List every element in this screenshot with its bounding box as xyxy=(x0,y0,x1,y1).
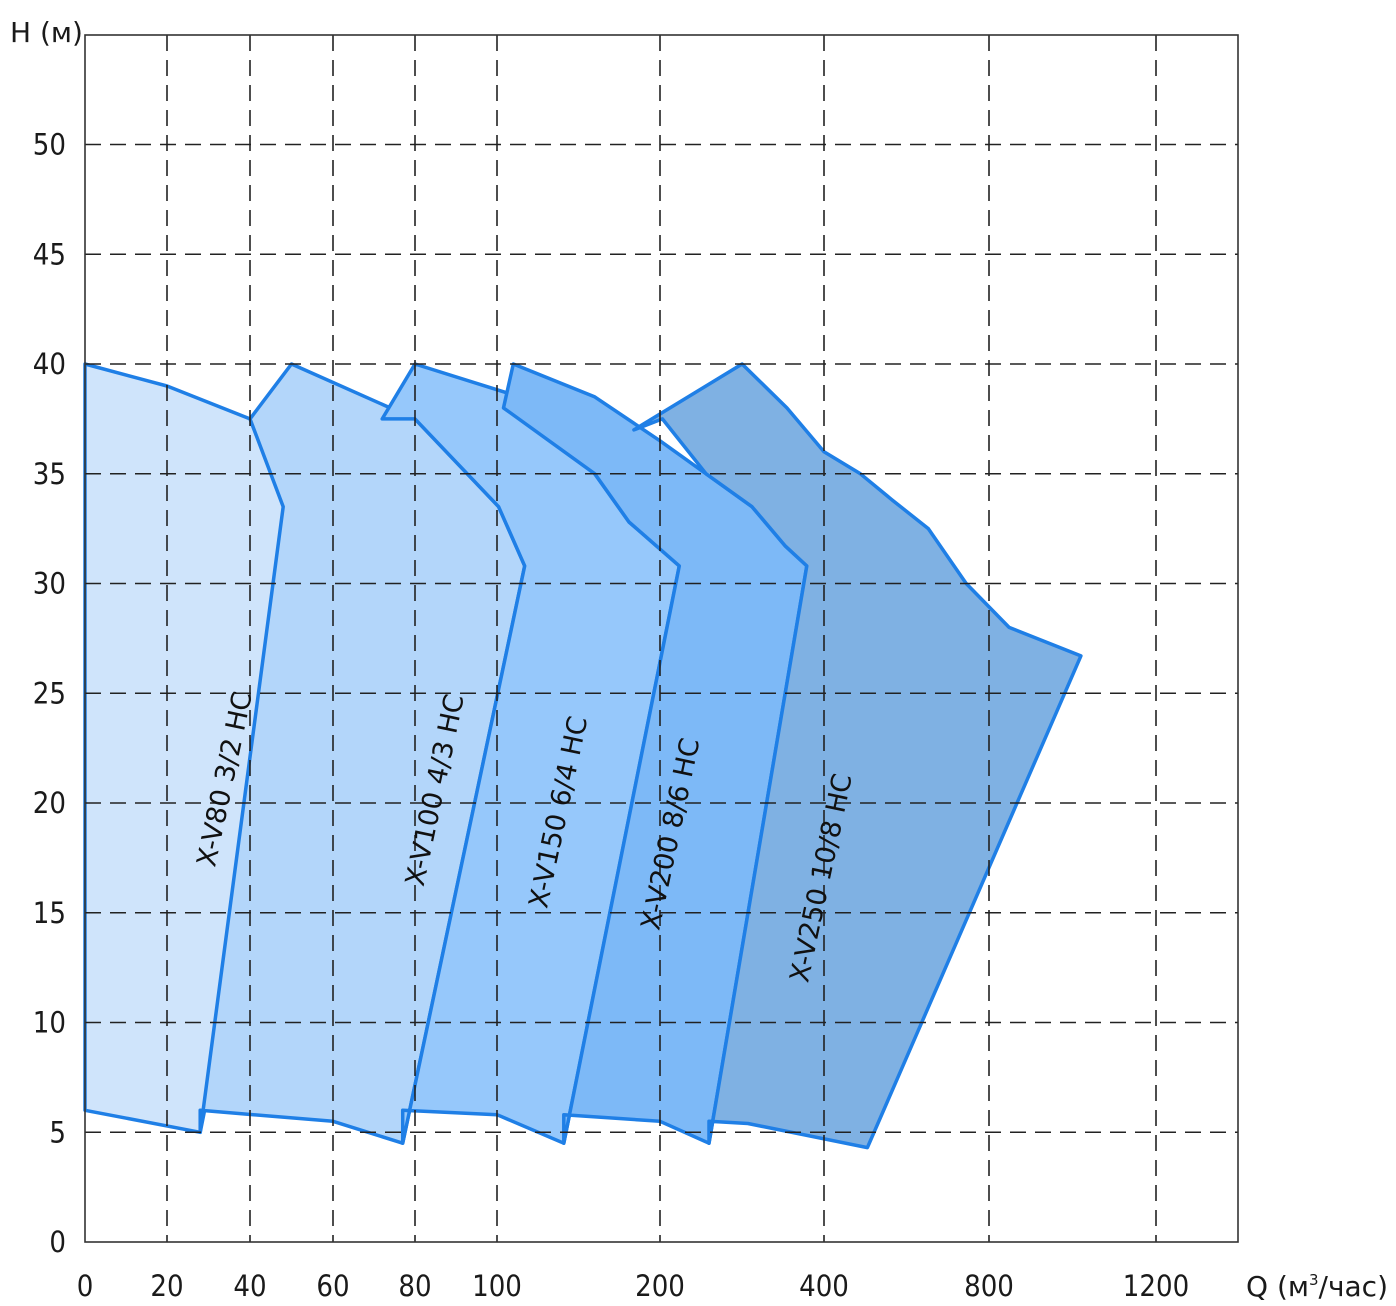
plot-frame xyxy=(84,34,1239,1243)
y-tick-label: 25 xyxy=(33,676,66,710)
pump-regions xyxy=(83,362,1083,1150)
y-axis-label: H (м) xyxy=(10,16,83,49)
x-tick-label: 0 xyxy=(77,1269,94,1303)
x-tick-label: 800 xyxy=(964,1269,1014,1303)
x-axis-label-main: Q (м xyxy=(1246,1270,1309,1303)
x-tick-label: 100 xyxy=(472,1269,522,1303)
x-axis-label: Q (м3/час) xyxy=(1246,1270,1388,1303)
x-axis-label-tail: /час) xyxy=(1319,1270,1388,1303)
x-tick-label: 400 xyxy=(799,1269,849,1303)
x-tick-label: 80 xyxy=(398,1269,431,1303)
x-tick-label: 1200 xyxy=(1123,1269,1189,1303)
y-tick-label: 35 xyxy=(33,457,66,491)
y-tick-label: 45 xyxy=(33,237,66,271)
x-tick-label: 20 xyxy=(150,1269,183,1303)
region-5 xyxy=(632,362,1083,1150)
x-axis-label-sup: 3 xyxy=(1309,1271,1319,1289)
y-tick-label: 10 xyxy=(33,1006,66,1040)
y-tick-label: 5 xyxy=(49,1115,66,1149)
y-tick-label: 40 xyxy=(33,347,66,381)
y-tick-label: 15 xyxy=(33,896,66,930)
x-tick-label: 40 xyxy=(233,1269,266,1303)
y-tick-label: 0 xyxy=(49,1225,66,1259)
grid xyxy=(85,35,1238,1242)
x-tick-label: 200 xyxy=(635,1269,685,1303)
y-tick-label: 30 xyxy=(33,567,66,601)
y-tick-label: 20 xyxy=(33,786,66,820)
x-tick-label: 60 xyxy=(316,1269,349,1303)
y-tick-label: 50 xyxy=(33,128,66,162)
region-4 xyxy=(501,362,809,1145)
tick-labels: 0 20 40 60 80 100 200 400 800 1200 0 5 10 15 20 25 30 35 4… xyxy=(33,128,1189,1304)
